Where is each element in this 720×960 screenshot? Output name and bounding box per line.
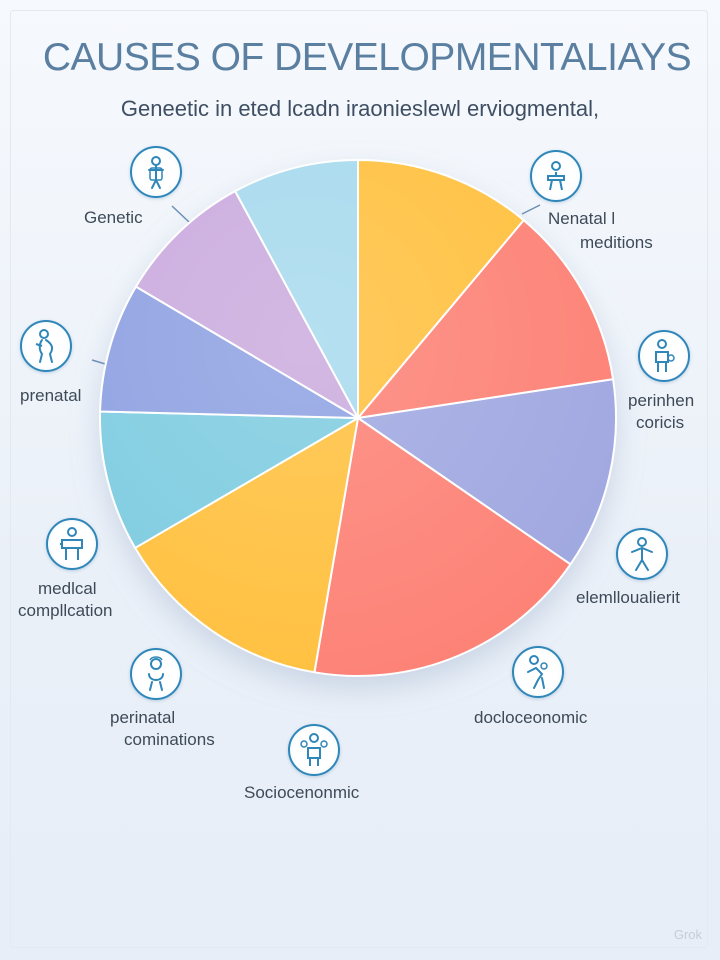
mother-child-icon (638, 330, 690, 382)
watermark: Grok (673, 927, 702, 942)
community-icon (288, 724, 340, 776)
family-icon (616, 528, 668, 580)
label-perinhen-line2: coricis (636, 413, 685, 432)
label-medical-line2: compllcation (18, 601, 113, 620)
chart-title: CAUSES OF DEVELOPMENTALIAYS (42, 36, 692, 79)
helping-hands-icon (512, 646, 564, 698)
chart-subtitle: Geneetic in eted lcadn iraonieslewl ervi… (120, 96, 600, 121)
label-genetic: Genetic (84, 208, 143, 227)
label-docioce: docloceonomic (474, 708, 588, 727)
pie-sheen (100, 160, 616, 676)
label-renatal-line2: meditions (580, 233, 653, 252)
label-perinatal-line1: perinatal (110, 708, 176, 727)
label-perinatal-line2: cominations (124, 730, 215, 749)
label-perinhen-line1: perinhen (628, 391, 695, 410)
label-prenatal: prenatal (20, 386, 82, 405)
label-elemlou: elemlloualierit (576, 588, 680, 607)
patient-icon (46, 518, 98, 570)
doctor-icon (530, 150, 582, 202)
page-frame (10, 10, 708, 948)
connector-renatal (521, 204, 541, 215)
person-icon (130, 146, 182, 198)
pregnant-person-icon (20, 320, 72, 372)
label-socioeconomic-bottom: Sociocenonmic (244, 783, 360, 802)
label-renatal-line1: Nenatal l (548, 209, 616, 228)
baby-icon (130, 648, 182, 700)
label-medical-line1: medlcal (38, 579, 97, 598)
